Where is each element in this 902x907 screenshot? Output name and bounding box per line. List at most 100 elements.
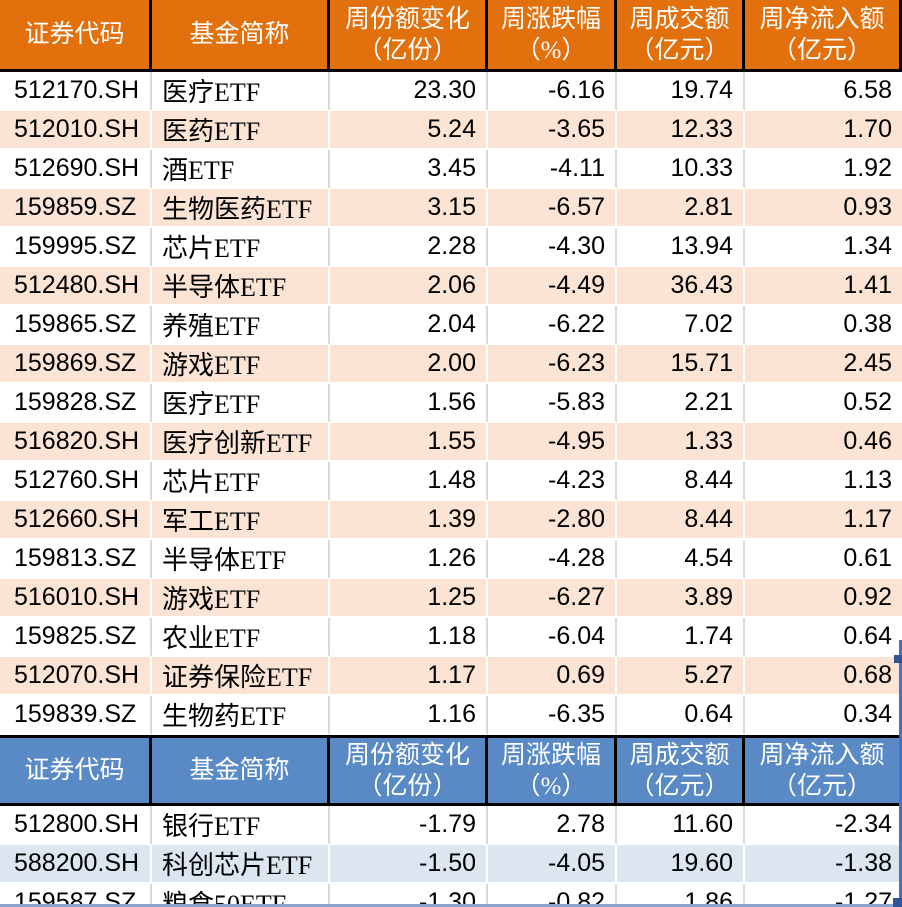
cell-net-inflow[interactable]: 1.17 <box>745 501 902 540</box>
cell-turnover[interactable]: 5.27 <box>617 657 745 696</box>
column-header-net-inflow[interactable]: 周净流入额 （亿元） <box>745 735 902 806</box>
cell-turnover[interactable]: 3.89 <box>617 579 745 618</box>
cell-pct-change[interactable]: -6.04 <box>488 618 617 657</box>
cell-turnover[interactable]: 1.33 <box>617 423 745 462</box>
cell-code[interactable]: 159995.SZ <box>0 228 152 267</box>
cell-share-change[interactable]: 2.04 <box>330 306 488 345</box>
cell-fund-name[interactable]: 证券保险ETF <box>152 657 330 696</box>
cell-code[interactable]: 159825.SZ <box>0 618 152 657</box>
cell-code[interactable]: 512010.SH <box>0 111 152 150</box>
cell-share-change[interactable]: 1.48 <box>330 462 488 501</box>
cell-net-inflow[interactable]: -2.34 <box>745 806 902 845</box>
cell-turnover[interactable]: 19.74 <box>617 72 745 111</box>
cell-share-change[interactable]: 1.26 <box>330 540 488 579</box>
cell-net-inflow[interactable]: 0.68 <box>745 657 902 696</box>
cell-net-inflow[interactable]: 0.34 <box>745 696 902 735</box>
column-header-code[interactable]: 证券代码 <box>0 735 152 806</box>
cell-fund-name[interactable]: 农业ETF <box>152 618 330 657</box>
column-header-share-change[interactable]: 周份额变化 （亿份） <box>330 735 488 806</box>
cell-fund-name[interactable]: 医疗ETF <box>152 72 330 111</box>
fill-handle-icon[interactable] <box>893 898 902 907</box>
cell-code[interactable]: 512070.SH <box>0 657 152 696</box>
cell-net-inflow[interactable]: 1.70 <box>745 111 902 150</box>
column-header-pct-change[interactable]: 周涨跌幅 （%） <box>488 0 617 72</box>
cell-net-inflow[interactable]: 1.41 <box>745 267 902 306</box>
cell-share-change[interactable]: -1.30 <box>330 884 488 907</box>
column-header-net-inflow[interactable]: 周净流入额 （亿元） <box>745 0 902 72</box>
cell-share-change[interactable]: -1.50 <box>330 845 488 884</box>
cell-pct-change[interactable]: -6.27 <box>488 579 617 618</box>
cell-share-change[interactable]: 2.00 <box>330 345 488 384</box>
cell-fund-name[interactable]: 生物药ETF <box>152 696 330 735</box>
cell-code[interactable]: 516010.SH <box>0 579 152 618</box>
cell-net-inflow[interactable]: 0.38 <box>745 306 902 345</box>
cell-code[interactable]: 159828.SZ <box>0 384 152 423</box>
cell-fund-name[interactable]: 酒ETF <box>152 150 330 189</box>
cell-pct-change[interactable]: -6.57 <box>488 189 617 228</box>
cell-code[interactable]: 588200.SH <box>0 845 152 884</box>
cell-net-inflow[interactable]: 2.45 <box>745 345 902 384</box>
cell-turnover[interactable]: 11.60 <box>617 806 745 845</box>
cell-net-inflow[interactable]: 6.58 <box>745 72 902 111</box>
cell-code[interactable]: 159865.SZ <box>0 306 152 345</box>
column-header-pct-change[interactable]: 周涨跌幅 （%） <box>488 735 617 806</box>
cell-code[interactable]: 159859.SZ <box>0 189 152 228</box>
column-header-code[interactable]: 证券代码 <box>0 0 152 72</box>
cell-turnover[interactable]: 19.60 <box>617 845 745 884</box>
cell-fund-name[interactable]: 芯片ETF <box>152 462 330 501</box>
cell-share-change[interactable]: 3.15 <box>330 189 488 228</box>
cell-net-inflow[interactable]: 0.52 <box>745 384 902 423</box>
cell-pct-change[interactable]: -6.22 <box>488 306 617 345</box>
cell-turnover[interactable]: 15.71 <box>617 345 745 384</box>
cell-turnover[interactable]: 2.21 <box>617 384 745 423</box>
cell-code[interactable]: 512800.SH <box>0 806 152 845</box>
cell-fund-name[interactable]: 医疗ETF <box>152 384 330 423</box>
cell-share-change[interactable]: 1.55 <box>330 423 488 462</box>
cell-code[interactable]: 512760.SH <box>0 462 152 501</box>
cell-turnover[interactable]: 2.81 <box>617 189 745 228</box>
cell-pct-change[interactable]: -4.95 <box>488 423 617 462</box>
cell-pct-change[interactable]: 0.69 <box>488 657 617 696</box>
cell-turnover[interactable]: 0.64 <box>617 696 745 735</box>
cell-pct-change[interactable]: -4.28 <box>488 540 617 579</box>
cell-turnover[interactable]: 13.94 <box>617 228 745 267</box>
cell-pct-change[interactable]: -6.35 <box>488 696 617 735</box>
cell-share-change[interactable]: 1.17 <box>330 657 488 696</box>
cell-pct-change[interactable]: -5.83 <box>488 384 617 423</box>
cell-code[interactable]: 159839.SZ <box>0 696 152 735</box>
cell-turnover[interactable]: 10.33 <box>617 150 745 189</box>
fill-handle-icon[interactable] <box>894 655 902 663</box>
cell-share-change[interactable]: -1.79 <box>330 806 488 845</box>
cell-fund-name[interactable]: 游戏ETF <box>152 579 330 618</box>
cell-code[interactable]: 516820.SH <box>0 423 152 462</box>
cell-pct-change[interactable]: -4.49 <box>488 267 617 306</box>
cell-pct-change[interactable]: -4.30 <box>488 228 617 267</box>
cell-pct-change[interactable]: -2.80 <box>488 501 617 540</box>
cell-share-change[interactable]: 1.16 <box>330 696 488 735</box>
cell-turnover[interactable]: 4.54 <box>617 540 745 579</box>
cell-net-inflow[interactable]: 0.61 <box>745 540 902 579</box>
cell-pct-change[interactable]: 2.78 <box>488 806 617 845</box>
cell-turnover[interactable]: 36.43 <box>617 267 745 306</box>
cell-turnover[interactable]: 8.44 <box>617 501 745 540</box>
cell-code[interactable]: 512480.SH <box>0 267 152 306</box>
column-header-fund-name[interactable]: 基金简称 <box>152 735 330 806</box>
cell-pct-change[interactable]: -0.82 <box>488 884 617 907</box>
cell-fund-name[interactable]: 银行ETF <box>152 806 330 845</box>
cell-code[interactable]: 512660.SH <box>0 501 152 540</box>
cell-net-inflow[interactable]: -1.27 <box>745 884 902 907</box>
cell-net-inflow[interactable]: 1.92 <box>745 150 902 189</box>
cell-pct-change[interactable]: -4.23 <box>488 462 617 501</box>
cell-turnover[interactable]: 7.02 <box>617 306 745 345</box>
cell-fund-name[interactable]: 科创芯片ETF <box>152 845 330 884</box>
cell-code[interactable]: 159587.SZ <box>0 884 152 907</box>
cell-code[interactable]: 512170.SH <box>0 72 152 111</box>
cell-fund-name[interactable]: 医疗创新ETF <box>152 423 330 462</box>
cell-fund-name[interactable]: 游戏ETF <box>152 345 330 384</box>
cell-net-inflow[interactable]: 0.46 <box>745 423 902 462</box>
cell-code[interactable]: 159869.SZ <box>0 345 152 384</box>
cell-pct-change[interactable]: -6.16 <box>488 72 617 111</box>
cell-fund-name[interactable]: 芯片ETF <box>152 228 330 267</box>
cell-fund-name[interactable]: 生物医药ETF <box>152 189 330 228</box>
cell-share-change[interactable]: 5.24 <box>330 111 488 150</box>
